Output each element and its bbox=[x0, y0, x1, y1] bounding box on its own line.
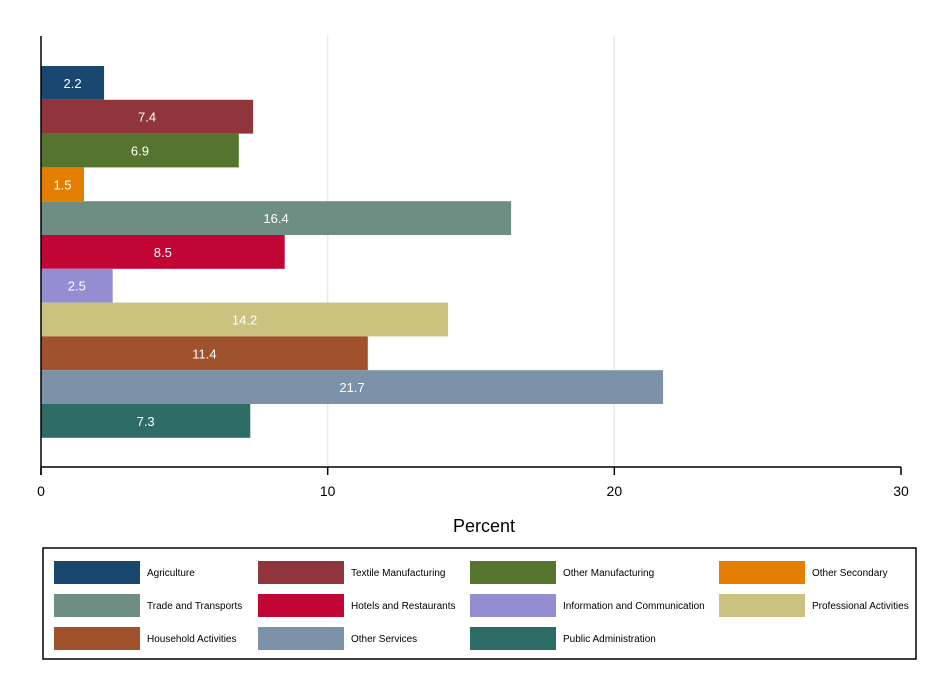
legend-swatch-4 bbox=[54, 594, 140, 617]
x-tick-label-1: 10 bbox=[320, 483, 336, 499]
legend-label-5: Hotels and Restaurants bbox=[351, 601, 456, 612]
bar-9 bbox=[41, 370, 664, 404]
bar-7 bbox=[41, 302, 449, 337]
bar-value-label-10: 7.3 bbox=[137, 414, 155, 429]
legend-label-6: Information and Communication bbox=[563, 601, 705, 612]
bar-4 bbox=[41, 201, 512, 235]
bar-6 bbox=[41, 268, 113, 303]
bar-value-label-3: 1.5 bbox=[53, 177, 71, 192]
bar-value-label-7: 14.2 bbox=[232, 313, 257, 328]
legend-label-0: Agriculture bbox=[147, 568, 195, 579]
legend: Agriculture Textile Manufacturing Other Ma… bbox=[54, 561, 909, 650]
bar-1 bbox=[41, 99, 254, 134]
legend-swatch-3 bbox=[719, 561, 805, 584]
bar-value-label-2: 6.9 bbox=[131, 144, 149, 159]
bar-8 bbox=[41, 336, 368, 371]
legend-swatch-8 bbox=[54, 627, 140, 650]
legend-swatch-10 bbox=[470, 627, 556, 650]
legend-swatch-2 bbox=[470, 561, 556, 584]
bar-2 bbox=[41, 133, 239, 168]
bar-value-label-4: 16.4 bbox=[263, 211, 288, 226]
legend-swatch-9 bbox=[258, 627, 344, 650]
bar-value-label-6: 2.5 bbox=[68, 279, 86, 294]
bar-10 bbox=[41, 404, 251, 438]
legend-label-8: Household Activities bbox=[147, 634, 237, 645]
bar-value-label-5: 8.5 bbox=[154, 245, 172, 260]
legend-label-7: Professional Activities bbox=[812, 601, 909, 612]
axes: 0 10 20 30 bbox=[37, 36, 909, 499]
x-axis-label: Percent bbox=[453, 516, 515, 536]
bar-value-label-1: 7.4 bbox=[138, 110, 156, 125]
x-tick-label-0: 0 bbox=[37, 483, 45, 499]
x-tick-label-3: 30 bbox=[893, 483, 909, 499]
legend-label-9: Other Services bbox=[351, 634, 417, 645]
legend-label-10: Public Administration bbox=[563, 634, 656, 645]
bar-0 bbox=[41, 66, 105, 100]
legend-swatch-1 bbox=[258, 561, 344, 584]
legend-label-2: Other Manufacturing bbox=[563, 568, 654, 579]
bar-value-label-8: 11.4 bbox=[192, 346, 216, 361]
bar-3 bbox=[41, 167, 84, 202]
legend-label-1: Textile Manufacturing bbox=[351, 568, 446, 579]
x-tick-label-2: 20 bbox=[607, 483, 623, 499]
bars: 2.2 7.4 6.9 1.5 16.4 8.5 2.5 14.2 11.4 21.7 7.3 bbox=[41, 66, 664, 438]
legend-swatch-7 bbox=[719, 594, 805, 617]
legend-swatch-5 bbox=[258, 594, 344, 617]
legend-label-4: Trade and Transports bbox=[147, 601, 242, 612]
legend-label-3: Other Secondary bbox=[812, 568, 888, 579]
legend-swatch-6 bbox=[470, 594, 556, 617]
legend-swatch-0 bbox=[54, 561, 140, 584]
bar-5 bbox=[41, 235, 285, 269]
bar-value-label-9: 21.7 bbox=[339, 380, 364, 395]
bar-value-label-0: 2.2 bbox=[63, 76, 81, 91]
